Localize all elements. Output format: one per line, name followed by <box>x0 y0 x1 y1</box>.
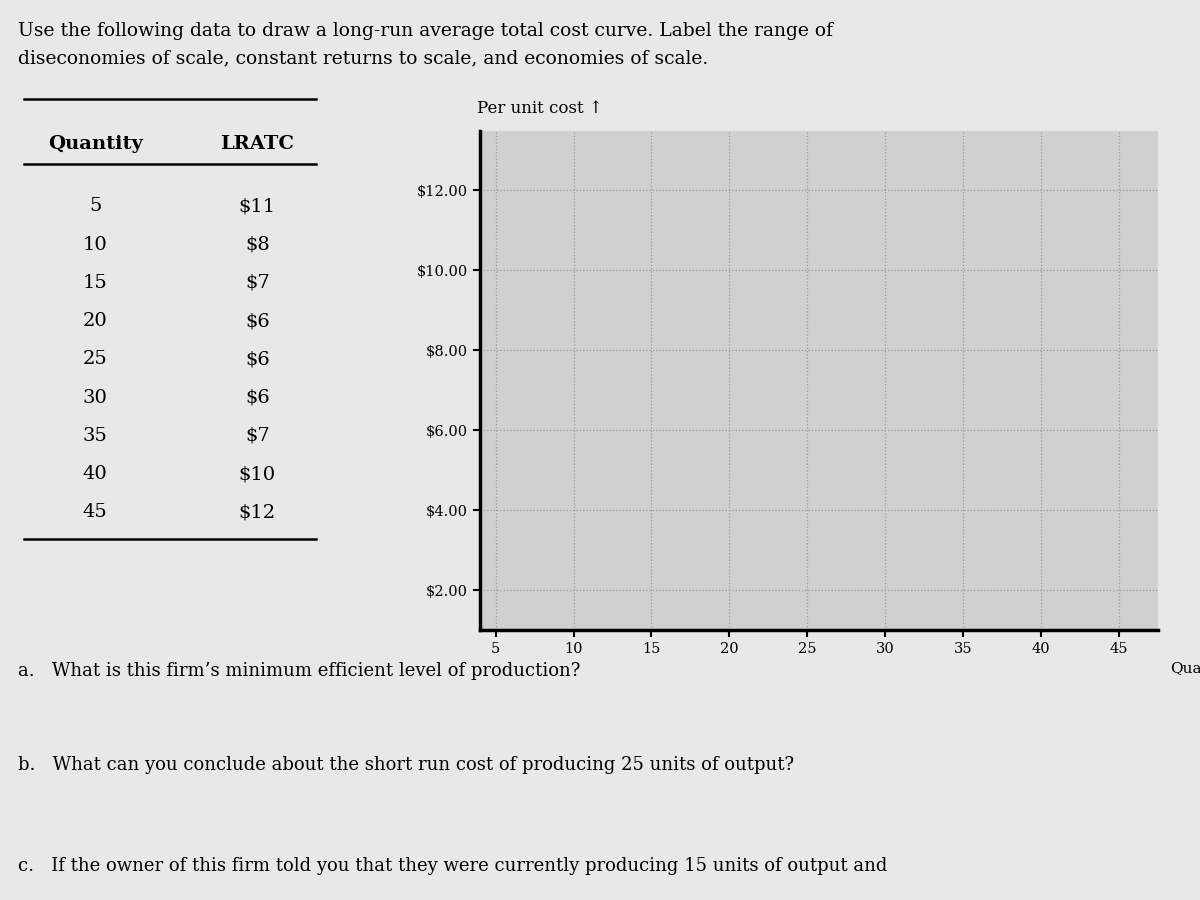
Text: $11: $11 <box>239 197 276 215</box>
Text: $10: $10 <box>239 465 276 483</box>
Text: 15: 15 <box>83 274 108 292</box>
Text: $7: $7 <box>245 274 270 292</box>
Text: Per unit cost ↑: Per unit cost ↑ <box>476 100 602 116</box>
Text: b.   What can you conclude about the short run cost of producing 25 units of out: b. What can you conclude about the short… <box>18 756 794 774</box>
Text: Quantity: Quantity <box>1170 662 1200 676</box>
Text: $6: $6 <box>245 350 270 368</box>
Text: a.   What is this firm’s minimum efficient level of production?: a. What is this firm’s minimum efficient… <box>18 662 581 680</box>
Text: $6: $6 <box>245 312 270 330</box>
Text: $8: $8 <box>245 236 270 254</box>
Text: $6: $6 <box>245 389 270 407</box>
Text: $12: $12 <box>239 503 276 521</box>
Text: 35: 35 <box>83 427 108 445</box>
Text: 10: 10 <box>83 236 108 254</box>
Text: diseconomies of scale, constant returns to scale, and economies of scale.: diseconomies of scale, constant returns … <box>18 50 708 68</box>
Text: Use the following data to draw a long-run average total cost curve. Label the ra: Use the following data to draw a long-ru… <box>18 22 833 40</box>
Text: c.   If the owner of this firm told you that they were currently producing 15 un: c. If the owner of this firm told you th… <box>18 857 887 875</box>
Text: $7: $7 <box>245 427 270 445</box>
Text: LRATC: LRATC <box>221 135 294 153</box>
Text: 45: 45 <box>83 503 108 521</box>
Text: 30: 30 <box>83 389 108 407</box>
Text: 5: 5 <box>89 197 102 215</box>
Text: Quantity: Quantity <box>48 135 143 153</box>
Text: 40: 40 <box>83 465 108 483</box>
Text: 25: 25 <box>83 350 108 368</box>
Text: 20: 20 <box>83 312 108 330</box>
